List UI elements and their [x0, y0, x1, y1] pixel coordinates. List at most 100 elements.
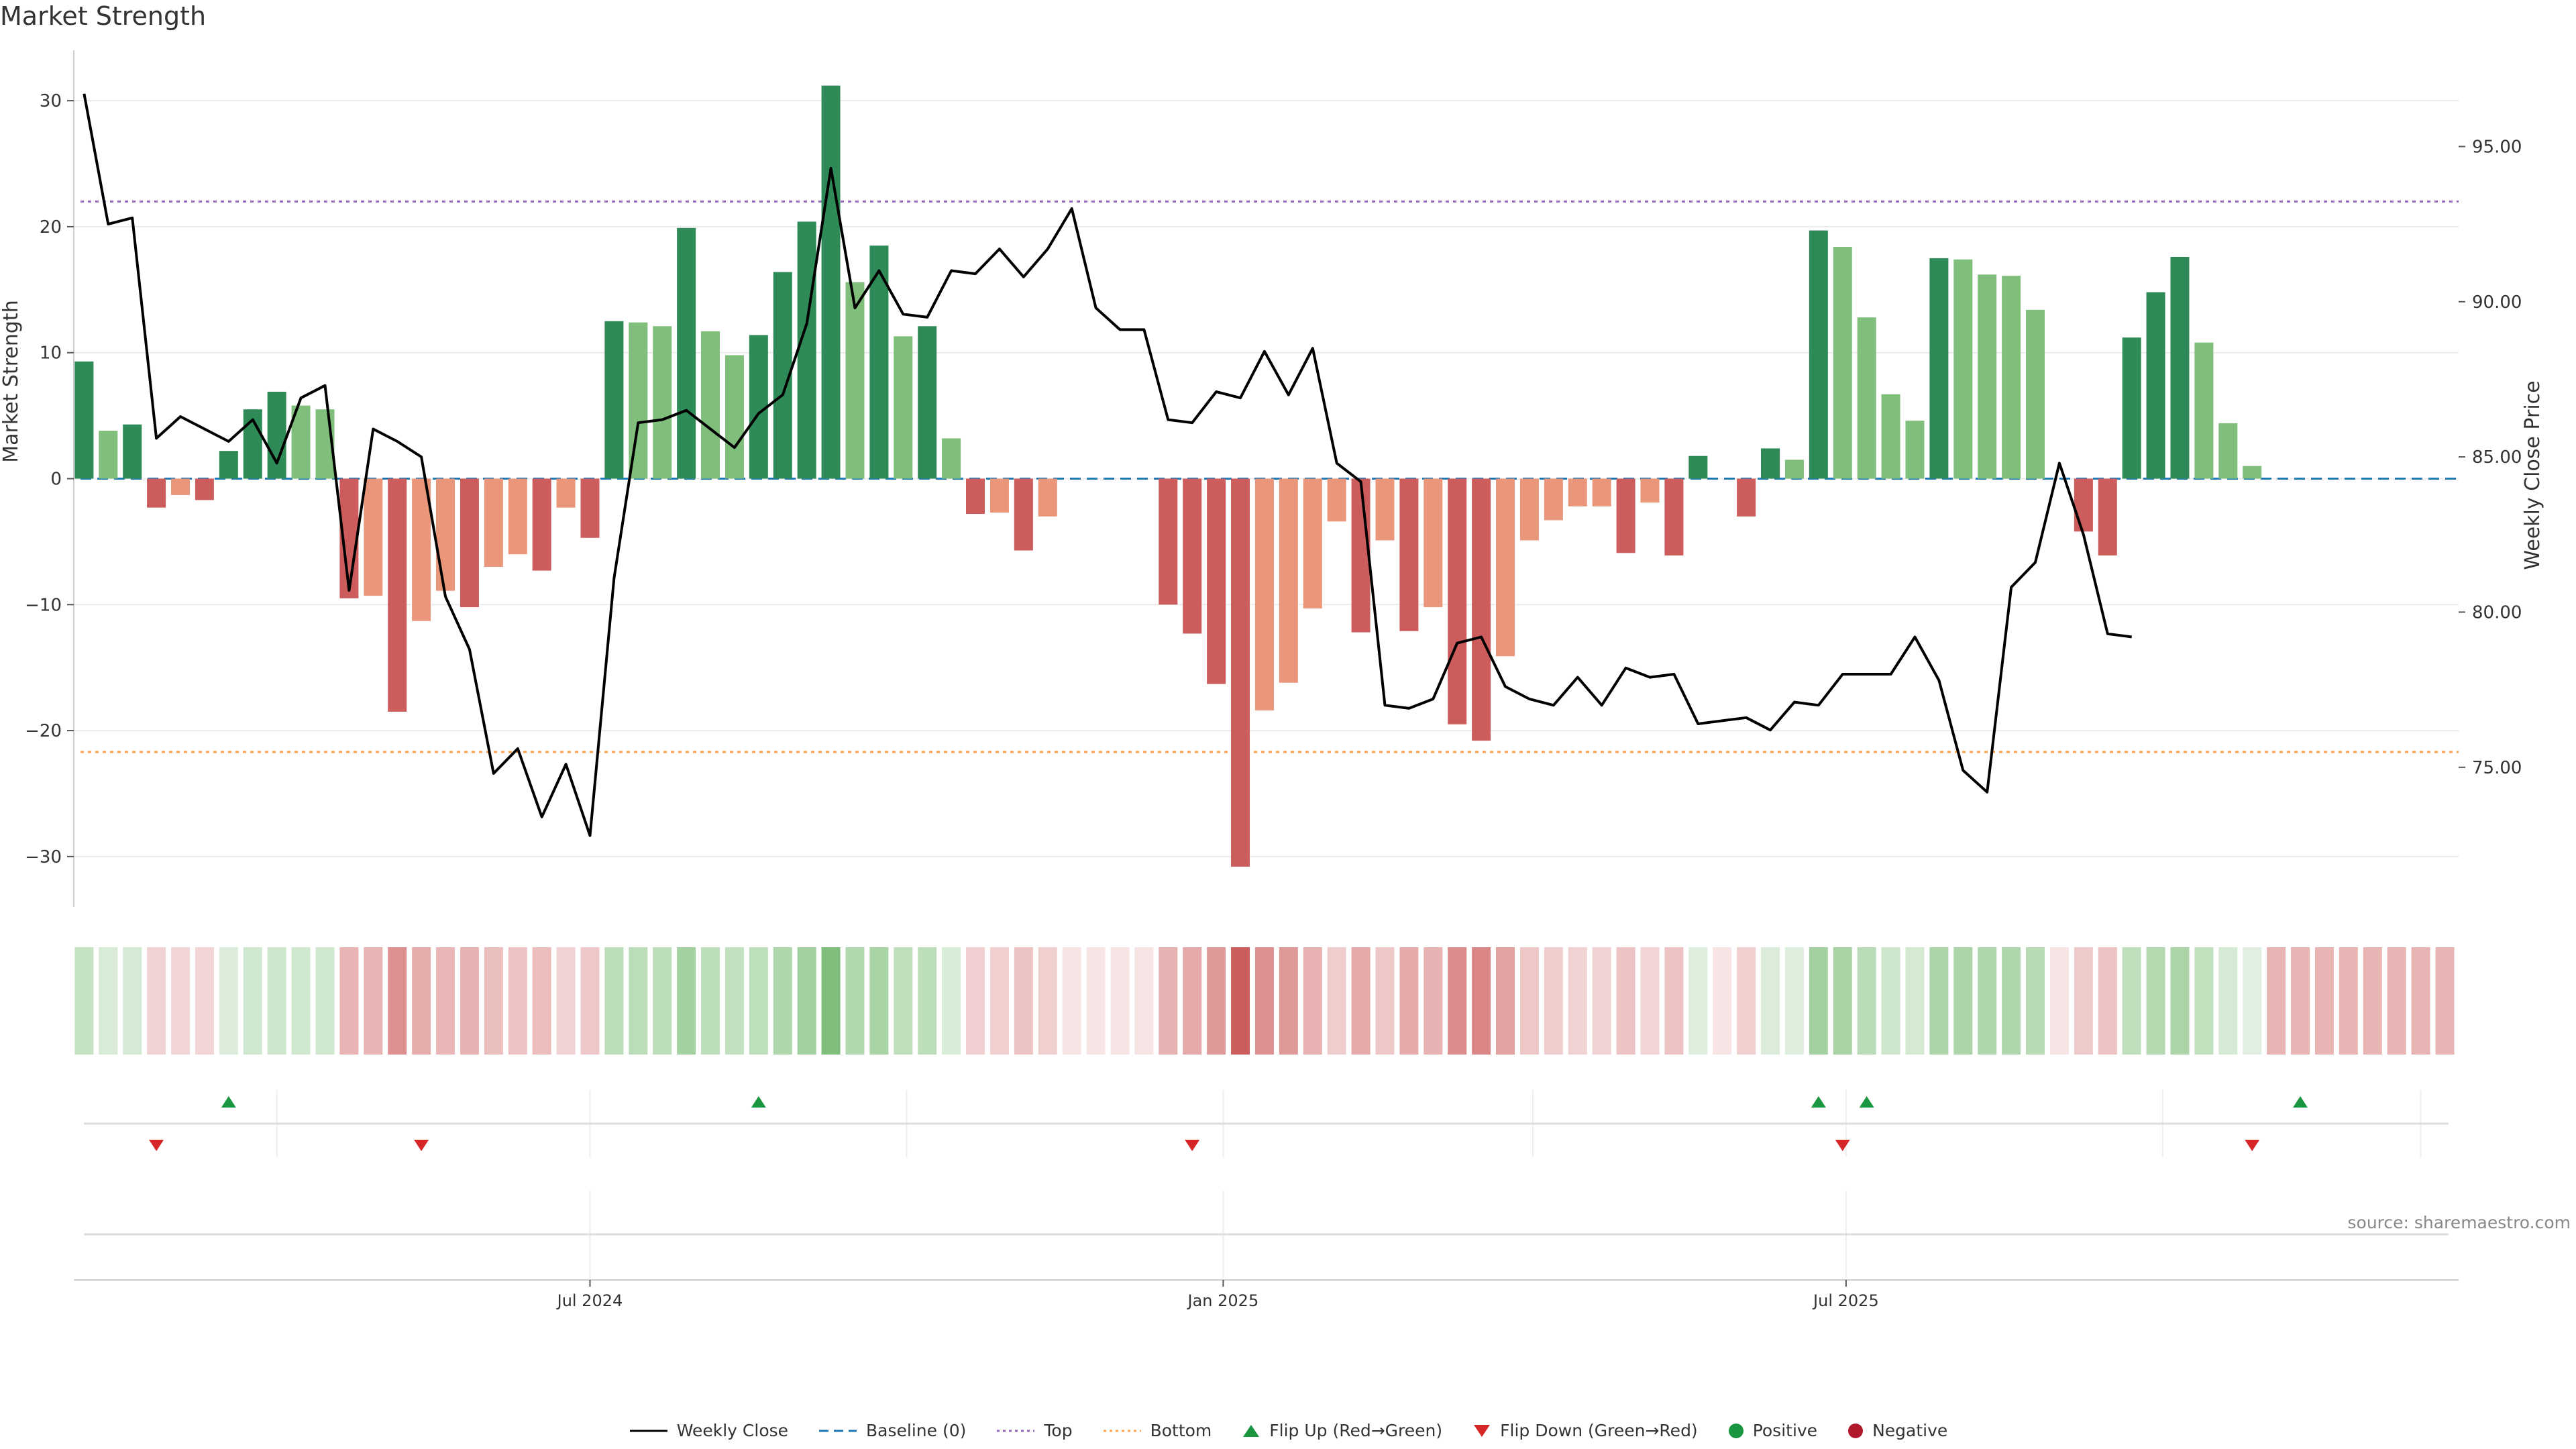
heat-cell — [1231, 947, 1250, 1055]
strength-bar — [2146, 292, 2165, 479]
triangle-up-icon — [1243, 1424, 1260, 1437]
flip-down-marker — [1185, 1140, 1200, 1151]
heat-cell — [845, 947, 865, 1055]
heat-cell — [1038, 947, 1057, 1055]
strength-bar — [966, 478, 985, 515]
strength-bar — [1014, 478, 1033, 551]
strength-bar — [219, 451, 238, 479]
heat-cell — [1207, 947, 1226, 1055]
heat-cell — [532, 947, 551, 1055]
heat-cell — [1881, 947, 1900, 1055]
legend-bottom-label: Bottom — [1150, 1421, 1212, 1440]
legend-flip-down: Flip Down (Green→Red) — [1472, 1421, 1698, 1440]
strength-bar — [821, 85, 841, 479]
heat-cell — [1978, 947, 1997, 1055]
heat-cell — [749, 947, 768, 1055]
heat-cell — [219, 947, 238, 1055]
strength-bar — [918, 326, 937, 479]
strength-bar — [532, 478, 551, 571]
heat-cell — [1424, 947, 1443, 1055]
x-axis: Jul 2024 Jan 2025 Jul 2025 — [74, 1279, 2459, 1310]
strength-bar — [1254, 478, 1274, 711]
flip-up-marker — [751, 1096, 766, 1108]
heat-cell — [653, 947, 672, 1055]
strength-bar — [1303, 478, 1322, 608]
strength-bar — [1833, 246, 1852, 479]
strength-bar — [701, 331, 720, 479]
strength-bar — [797, 221, 816, 479]
legend-negative: Negative — [1847, 1421, 1947, 1440]
heat-cell — [869, 947, 889, 1055]
legend-negative-label: Negative — [1872, 1421, 1948, 1440]
strength-bar — [1784, 460, 1804, 479]
heat-cell — [436, 947, 455, 1055]
strength-bar — [604, 321, 624, 479]
strength-bar — [1881, 394, 1900, 479]
legend-flip-up: Flip Up (Red→Green) — [1241, 1421, 1442, 1440]
y-tick-label: 10 — [40, 343, 62, 364]
strength-bar — [1375, 478, 1395, 541]
strength-bar — [147, 478, 166, 508]
heat-cell — [171, 947, 191, 1055]
heat-cell — [1086, 947, 1106, 1055]
heat-cell — [1664, 947, 1684, 1055]
heat-cell — [315, 947, 335, 1055]
strength-bar — [1159, 478, 1178, 605]
y-tick-label: 0 — [50, 470, 62, 490]
heat-cell — [942, 947, 961, 1055]
heat-cell — [460, 947, 479, 1055]
flip-up-marker — [221, 1096, 236, 1108]
chart-legend: Weekly Close Baseline (0) Top Bottom Fli… — [0, 1421, 2576, 1440]
heat-cell — [2194, 947, 2214, 1055]
heat-cell — [291, 947, 311, 1055]
heat-cell — [1496, 947, 1515, 1055]
heat-cell — [1375, 947, 1395, 1055]
heat-cell — [1784, 947, 1804, 1055]
strength-bar — [653, 326, 672, 479]
strength-bar — [1207, 478, 1226, 684]
heat-cell — [989, 947, 1009, 1055]
strength-bar — [1953, 259, 1973, 479]
legend-top: Top — [996, 1421, 1073, 1440]
heat-cell — [701, 947, 720, 1055]
legend-bottom: Bottom — [1102, 1421, 1212, 1440]
heat-cell — [797, 947, 816, 1055]
heat-cell — [1448, 947, 1467, 1055]
x-tick-label: Jul 2025 — [1812, 1291, 1879, 1310]
heat-cell — [195, 947, 214, 1055]
strength-bar — [1327, 478, 1346, 522]
legend-baseline-label: Baseline (0) — [866, 1421, 967, 1440]
heat-cell — [604, 947, 624, 1055]
strength-bar — [942, 438, 961, 479]
legend-top-label: Top — [1044, 1421, 1073, 1440]
flip-down-marker — [2245, 1140, 2260, 1151]
strength-bar — [989, 478, 1009, 513]
negative-dot-icon — [1848, 1423, 1864, 1438]
flip-up-marker — [1859, 1096, 1874, 1108]
strength-bar — [580, 478, 600, 538]
heat-cell — [1279, 947, 1298, 1055]
heat-cell — [2098, 947, 2117, 1055]
triangle-down-icon — [1474, 1424, 1491, 1437]
strength-bar — [2243, 466, 2262, 479]
heat-cell — [1472, 947, 1491, 1055]
strength-bar — [74, 361, 94, 479]
heat-cell — [1062, 947, 1081, 1055]
strength-bar — [171, 478, 191, 495]
strength-bar — [1544, 478, 1563, 521]
y2-tick-label: 80.00 — [2472, 602, 2522, 623]
heat-cell — [1616, 947, 1635, 1055]
heat-cell — [1327, 947, 1346, 1055]
strength-bar — [99, 431, 118, 479]
heat-cell — [243, 947, 262, 1055]
strength-bar — [484, 478, 503, 567]
strength-bar — [364, 478, 383, 596]
strength-bar — [1857, 317, 1876, 479]
chart-title: Market Strength — [0, 1, 207, 31]
right-axis: 95.00 90.00 85.00 80.00 75.00 Weekly Close Pr… — [2459, 137, 2544, 778]
heat-cell — [1110, 947, 1130, 1055]
heat-cell — [1713, 947, 1732, 1055]
strength-bar — [1496, 478, 1515, 657]
heat-cell — [918, 947, 937, 1055]
